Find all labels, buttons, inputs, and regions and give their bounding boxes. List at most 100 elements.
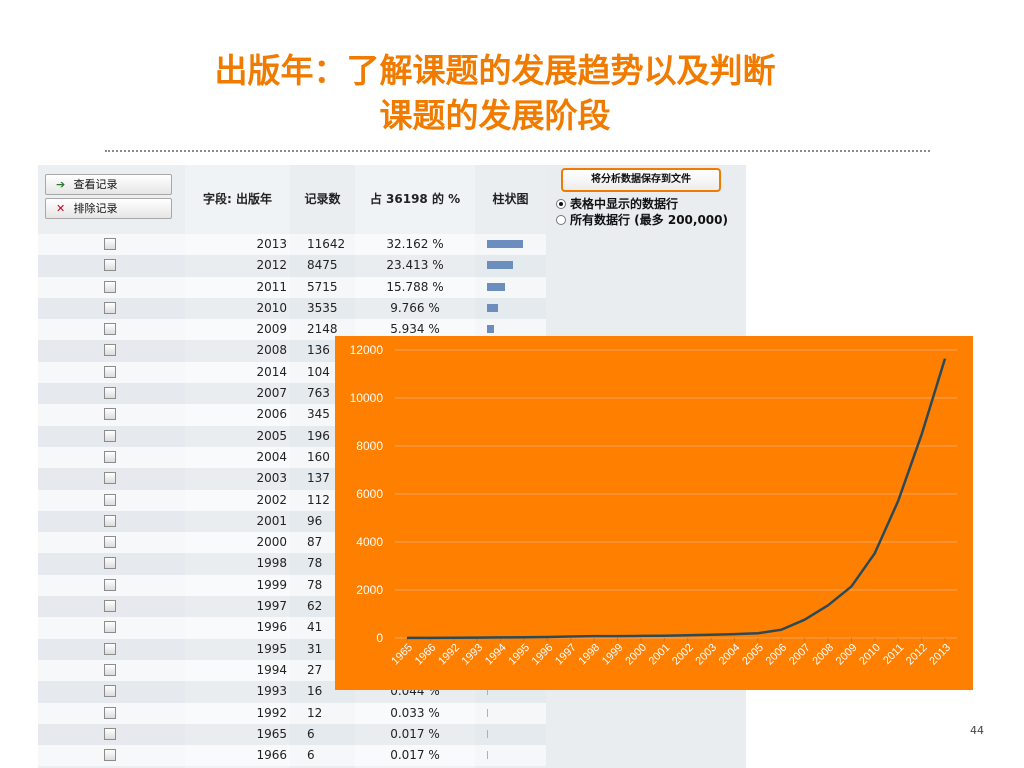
row-bar [487,261,514,270]
save-to-file-button[interactable]: 将分析数据保存到文件 [561,168,721,192]
row-bar [487,282,505,291]
row-count: 31 [307,641,323,656]
row-count: 62 [307,599,323,614]
header-percent[interactable]: 占 36198 的 % [369,192,461,206]
x-tick-label: 1996 [530,642,556,668]
x-tick-label: 1992 [436,642,462,668]
row-year: 2002 [256,492,287,507]
row-year: 1992 [256,705,287,720]
row-count: 345 [307,407,330,422]
row-percent: 23.413 % [386,258,444,273]
row-checkbox[interactable] [104,514,116,527]
row-year: 2014 [256,364,287,379]
slide-title-line-1: 出版年：了解课题的发展趋势以及判断 [214,51,776,90]
row-checkbox[interactable] [104,557,116,570]
row-count: 763 [307,386,330,401]
row-checkbox[interactable] [104,600,116,613]
row-year: 1997 [256,599,287,614]
publication-year-chart: 0 2000 4000 6000 8000 10000 12000 1965 1966 1992 1… [335,336,973,690]
row-year: 1993 [256,684,287,699]
row-checkbox[interactable] [104,642,116,655]
row-checkbox[interactable] [104,429,116,442]
x-tick-label: 1994 [483,642,509,668]
row-checkbox[interactable] [104,344,116,357]
row-checkbox[interactable] [104,387,116,400]
row-checkbox[interactable] [104,749,116,762]
table-row: 2009 2148 5.934 % [38,319,546,341]
row-checkbox[interactable] [104,663,116,676]
row-checkbox[interactable] [104,493,116,506]
row-year: 2005 [256,428,287,443]
row-checkbox[interactable] [104,536,116,549]
row-checkbox[interactable] [104,408,116,421]
x-tick-label: 2013 [927,642,953,668]
header-count[interactable]: 记录数 [304,192,341,206]
row-checkbox[interactable] [104,323,116,336]
row-count: 87 [307,535,323,550]
row-checkbox[interactable] [104,280,116,293]
row-count: 3535 [307,300,338,315]
row-checkbox[interactable] [104,685,116,698]
row-bar [487,751,488,760]
row-count: 5715 [307,279,338,294]
row-percent: 0.017 % [390,726,440,741]
row-checkbox[interactable] [104,472,116,485]
x-tick-label: 2003 [693,642,719,668]
row-count: 160 [307,449,330,464]
row-year: 1999 [256,577,287,592]
row-year: 2012 [256,258,287,273]
row-checkbox[interactable] [104,727,116,740]
row-count: 137 [307,471,330,486]
row-year: 1965 [256,726,287,741]
row-checkbox[interactable] [104,621,116,634]
row-year: 2003 [256,471,287,486]
dotted-divider [105,150,930,152]
x-tick-label: 1993 [459,642,485,668]
view-records-label: 查看记录 [73,178,118,191]
row-count: 27 [307,662,323,677]
x-tick-label: 2000 [623,642,649,668]
row-checkbox[interactable] [104,578,116,591]
row-count: 78 [307,577,323,592]
radio-all-rows[interactable]: 所有数据行 (最多 200,000) [556,211,728,228]
row-bar [487,240,523,248]
row-count: 112 [307,492,330,507]
row-year: 1966 [256,748,287,763]
row-percent: 32.162 % [386,237,444,251]
x-tick-label: 2008 [810,642,836,668]
row-checkbox[interactable] [104,238,116,250]
row-percent: 0.033 % [390,705,440,720]
exclude-records-button[interactable]: ✕ 排除记录 [45,198,172,219]
header-bar: 柱状图 [492,192,529,206]
row-count: 6 [307,726,315,741]
x-tick-label: 2007 [787,642,813,668]
x-tick-label: 2009 [834,642,860,668]
row-checkbox[interactable] [104,259,116,272]
radio-unselected-icon [556,215,566,225]
row-checkbox[interactable] [104,450,116,463]
row-count: 41 [307,620,323,635]
row-count: 16 [307,684,323,699]
row-count: 2148 [307,322,338,337]
radio-selected-icon [556,199,566,209]
row-checkbox[interactable] [104,301,116,314]
x-tick-label: 1995 [506,642,532,668]
radio-all-rows-label: 所有数据行 (最多 200,000) [570,213,728,227]
row-percent: 5.934 % [390,322,440,337]
row-checkbox[interactable] [104,365,116,378]
slide-title-line-2: 课题的发展阶段 [379,96,611,135]
slide-title: 出版年：了解课题的发展趋势以及判断 课题的发展阶段 [80,48,910,138]
arrow-right-icon: ➔ [56,178,66,191]
y-tick-label: 12000 [350,343,384,357]
row-count: 8475 [307,258,338,273]
x-tick-label: 2006 [764,642,790,668]
row-checkbox[interactable] [104,706,116,719]
view-records-button[interactable]: ➔ 查看记录 [45,174,172,195]
row-percent: 9.766 % [390,300,440,315]
radio-table-rows[interactable]: 表格中显示的数据行 [556,195,678,212]
x-tick-label: 2002 [670,642,696,668]
row-count: 11642 [307,237,346,251]
exclude-records-label: 排除记录 [73,202,118,215]
header-field[interactable]: 字段: 出版年 [203,192,272,206]
row-count: 104 [307,364,330,379]
